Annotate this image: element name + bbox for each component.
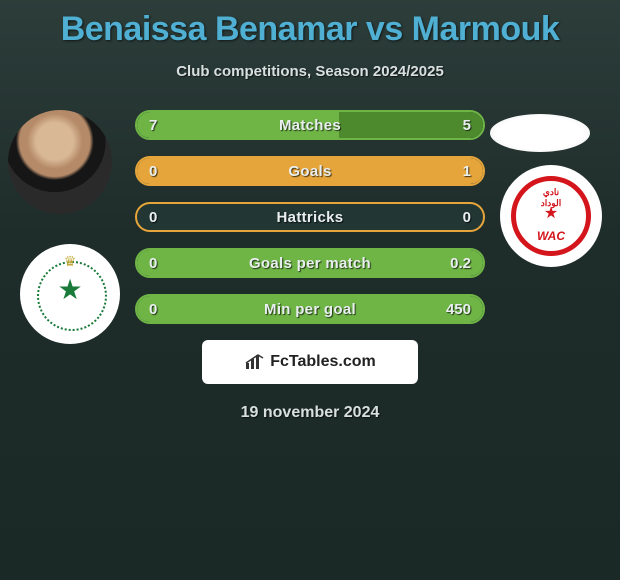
page-title: Benaissa Benamar vs Marmouk [0, 10, 620, 49]
player-right-placeholder [490, 114, 590, 152]
crown-icon: ♛ [64, 253, 77, 270]
stat-row: 7Matches5 [135, 110, 485, 140]
stat-label: Goals per match [137, 250, 483, 276]
stat-label: Hattricks [137, 204, 483, 230]
stat-label: Goals [137, 158, 483, 184]
club-left-badge: ♛ ★ [20, 244, 120, 344]
stat-value-right: 450 [446, 296, 471, 322]
brand-text: FcTables.com [270, 353, 376, 371]
club-right-badge: ناديالوداد ★ WAC [500, 165, 602, 267]
stat-row: 0Min per goal450 [135, 294, 485, 324]
stats-list: 7Matches50Goals10Hattricks00Goals per ma… [135, 110, 485, 324]
stat-row: 0Goals1 [135, 156, 485, 186]
stat-value-right: 0 [463, 204, 471, 230]
comparison-area: ♛ ★ ناديالوداد ★ WAC 7Matches50Goals10Ha… [0, 110, 620, 422]
player-left-photo [8, 110, 112, 214]
footer-date: 19 november 2024 [0, 404, 620, 422]
stat-value-right: 0.2 [450, 250, 471, 276]
subtitle: Club competitions, Season 2024/2025 [0, 63, 620, 80]
club-right-abbr: WAC [516, 229, 586, 243]
chart-icon [244, 353, 266, 371]
stat-value-right: 5 [463, 112, 471, 138]
stat-row: 0Goals per match0.2 [135, 248, 485, 278]
stat-label: Min per goal [137, 296, 483, 322]
stat-value-right: 1 [463, 158, 471, 184]
brand-badge[interactable]: FcTables.com [202, 340, 418, 384]
stat-row: 0Hattricks0 [135, 202, 485, 232]
stat-label: Matches [137, 112, 483, 138]
star-icon: ★ [516, 203, 586, 223]
star-icon: ★ [57, 273, 82, 306]
